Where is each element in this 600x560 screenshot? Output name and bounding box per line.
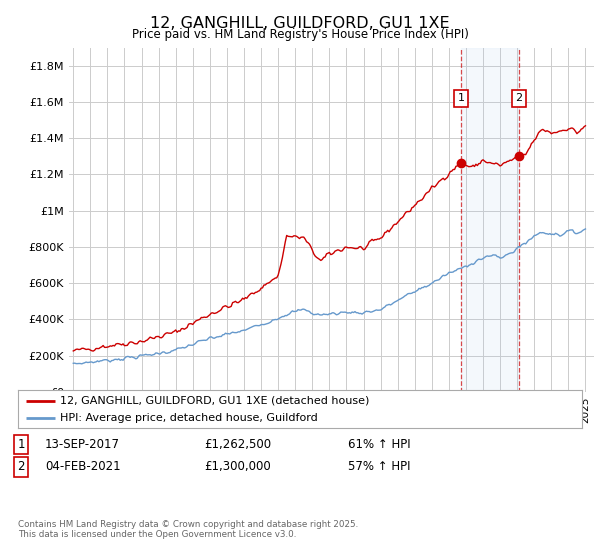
Text: 61% ↑ HPI: 61% ↑ HPI (348, 438, 410, 451)
Text: 04-FEB-2021: 04-FEB-2021 (45, 460, 121, 473)
Text: 57% ↑ HPI: 57% ↑ HPI (348, 460, 410, 473)
Text: £1,262,500: £1,262,500 (204, 438, 271, 451)
Text: 13-SEP-2017: 13-SEP-2017 (45, 438, 120, 451)
Text: HPI: Average price, detached house, Guildford: HPI: Average price, detached house, Guil… (60, 413, 318, 423)
Text: 12, GANGHILL, GUILDFORD, GU1 1XE: 12, GANGHILL, GUILDFORD, GU1 1XE (150, 16, 450, 31)
Text: £1,300,000: £1,300,000 (204, 460, 271, 473)
Text: 1: 1 (17, 438, 25, 451)
Text: 2: 2 (515, 94, 523, 104)
Text: 2: 2 (17, 460, 25, 473)
Bar (461, 48, 519, 392)
Text: Contains HM Land Registry data © Crown copyright and database right 2025.
This d: Contains HM Land Registry data © Crown c… (18, 520, 358, 539)
Text: Price paid vs. HM Land Registry's House Price Index (HPI): Price paid vs. HM Land Registry's House … (131, 28, 469, 41)
Text: 12, GANGHILL, GUILDFORD, GU1 1XE (detached house): 12, GANGHILL, GUILDFORD, GU1 1XE (detach… (60, 395, 370, 405)
Text: 1: 1 (457, 94, 464, 104)
